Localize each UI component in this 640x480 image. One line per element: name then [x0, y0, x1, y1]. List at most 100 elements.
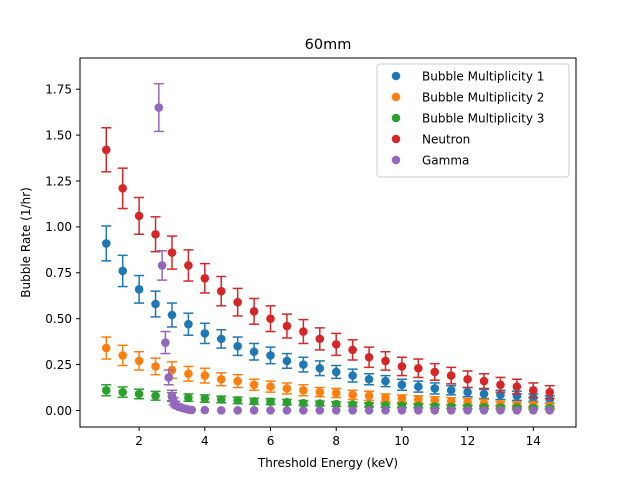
neutron-point — [282, 321, 292, 331]
bubble-multiplicity-3-point — [249, 396, 259, 406]
bubble-multiplicity-3-point — [315, 399, 325, 408]
gamma-point — [381, 406, 390, 415]
gamma-point — [282, 406, 292, 415]
bubble-multiplicity-2-point — [233, 376, 242, 386]
bubble-multiplicity-2-point — [315, 387, 325, 397]
legend: Bubble Multiplicity 1 Bubble Multiplicity… — [376, 63, 570, 178]
bubble-multiplicity-1-point — [184, 319, 193, 329]
bubble-multiplicity-2-point — [151, 362, 160, 371]
gamma-point — [479, 406, 489, 415]
gamma-point — [315, 406, 325, 415]
gamma-point — [397, 406, 407, 415]
bubble-multiplicity-1-point — [463, 387, 472, 397]
legend-entry: Neutron — [422, 132, 470, 146]
bubble-multiplicity-1-point — [364, 374, 374, 384]
legend-entry: Gamma — [422, 153, 469, 167]
y-tick-label: 1.25 — [45, 174, 72, 188]
bubble-multiplicity-3-point — [101, 385, 111, 395]
bubble-multiplicity-1-point — [414, 382, 423, 391]
bubble-multiplicity-2-point — [200, 371, 210, 380]
neutron-point — [430, 367, 440, 377]
y-tick-label: 1.00 — [45, 220, 72, 234]
bubble-multiplicity-2-point — [364, 391, 374, 401]
gamma-point — [164, 373, 173, 382]
bubble-multiplicity-1-point — [331, 367, 341, 377]
bubble-multiplicity-1-point — [381, 376, 390, 386]
bubble-multiplicity-2-point — [216, 374, 226, 384]
gamma-point — [528, 406, 538, 415]
gamma-point — [414, 406, 423, 415]
bubble-multiplicity-1-point — [249, 347, 259, 357]
bubble-multiplicity-3-point — [299, 398, 308, 408]
gamma-point — [216, 405, 226, 415]
legend-marker — [391, 155, 401, 165]
bubble-multiplicity-1-point — [200, 329, 210, 338]
neutron-point — [315, 334, 325, 344]
legend-entry: Bubble Multiplicity 3 — [422, 111, 544, 125]
neutron-point — [216, 286, 226, 296]
gamma-point — [348, 406, 357, 415]
neutron-point — [414, 363, 423, 373]
neutron-point — [512, 382, 522, 391]
neutron-point — [184, 261, 193, 270]
bubble-multiplicity-2-point — [184, 369, 193, 379]
bubble-multiplicity-1-point — [134, 285, 144, 294]
gamma-point — [446, 406, 456, 415]
bubble-multiplicity-1-point — [430, 384, 440, 393]
bubble-multiplicity-3-point — [216, 395, 226, 404]
neutron-point — [545, 387, 555, 397]
y-tick-label: 1.50 — [45, 128, 72, 142]
neutron-point — [167, 248, 177, 257]
bubble-multiplicity-1-point — [446, 385, 456, 395]
gamma-point — [187, 405, 196, 415]
neutron-series — [101, 127, 555, 400]
plot-area — [101, 82, 555, 415]
y-tick-label: 0.25 — [45, 358, 72, 372]
neutron-point — [266, 314, 275, 323]
gamma-point — [157, 261, 167, 270]
bubble-multiplicity-1-point — [397, 380, 407, 390]
bubble-multiplicity-2-point — [134, 356, 144, 366]
gamma-series — [153, 82, 555, 415]
y-axis-label: Bubble Rate (1/hr) — [19, 187, 33, 298]
bubble-multiplicity-1-point — [233, 341, 242, 351]
neutron-point — [364, 352, 374, 362]
x-tick-label: 4 — [201, 434, 209, 448]
neutron-point — [528, 385, 538, 395]
neutron-point — [299, 327, 308, 336]
x-tick-label: 8 — [332, 434, 340, 448]
legend-marker — [391, 134, 401, 144]
chart-title: 60mm — [305, 37, 352, 53]
neutron-point — [331, 340, 341, 349]
neutron-point — [134, 211, 144, 221]
bubble-multiplicity-2-point — [414, 395, 423, 404]
x-tick-label: 14 — [526, 434, 541, 448]
neutron-point — [233, 297, 242, 307]
bubble-multiplicity-3-point — [331, 399, 341, 409]
bubble-multiplicity-1-point — [299, 360, 308, 369]
bubble-multiplicity-2-point — [118, 351, 128, 360]
bubble-multiplicity-3-point — [266, 397, 275, 406]
neutron-point — [463, 374, 472, 384]
bubble-multiplicity-1-point — [151, 299, 160, 309]
bubble-multiplicity-3-point — [118, 387, 128, 397]
y-tick-label: 0.75 — [45, 266, 72, 280]
neutron-point — [101, 145, 111, 155]
bubble-multiplicity-3-point — [233, 396, 242, 405]
gamma-point — [430, 406, 440, 415]
neutron-point — [151, 229, 160, 239]
x-tick-label: 2 — [135, 434, 143, 448]
legend-marker — [391, 113, 401, 123]
bubble-multiplicity-2-point — [430, 396, 440, 405]
x-axis-label: Threshold Energy (keV) — [257, 456, 398, 470]
bubble-multiplicity-2-point — [381, 393, 390, 402]
gamma-point — [512, 406, 522, 415]
bubble-multiplicity-3-point — [200, 394, 210, 403]
gamma-point — [200, 405, 210, 415]
neutron-point — [479, 376, 489, 386]
neutron-point — [348, 345, 357, 355]
x-tick-label: 6 — [267, 434, 275, 448]
bubble-multiplicity-1-point — [545, 395, 555, 404]
axis-ticks: 2 4 6 8 10 12 14 0.00 0.25 0.50 0.75 1.00 1.25 1.50 1.… — [45, 83, 541, 448]
